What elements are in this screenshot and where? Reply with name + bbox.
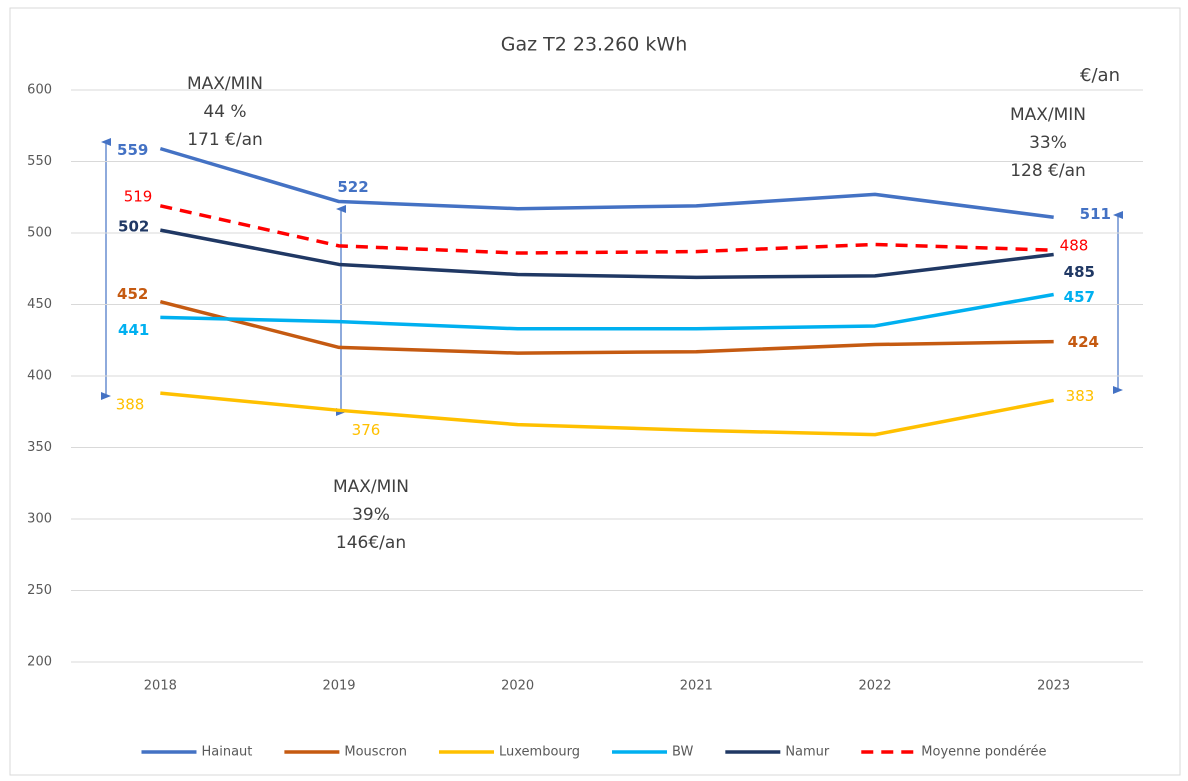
annotation: MAX/MIN	[1010, 105, 1086, 125]
data-label: 502	[118, 218, 149, 236]
data-label: 424	[1068, 333, 1099, 351]
y-tick-label: 200	[27, 655, 52, 670]
x-tick-label: 2020	[501, 679, 534, 694]
legend-label: Moyenne pondérée	[921, 745, 1046, 760]
annotation: 33%	[1029, 133, 1067, 153]
data-label: 522	[337, 178, 368, 196]
annotation: 146€/an	[336, 533, 406, 553]
data-label: 388	[116, 396, 145, 414]
chart-title: Gaz T2 23.260 kWh	[501, 34, 687, 56]
chart-frame	[9, 7, 1181, 776]
annotation: 39%	[352, 505, 390, 525]
legend: Hainaut Mouscron Luxembourg BW Namur Moyenne …	[141, 745, 1047, 760]
data-label: 519	[124, 187, 153, 205]
annotation: MAX/MIN	[333, 477, 409, 497]
legend-label: Namur	[785, 745, 830, 760]
series-line	[159, 146, 1054, 220]
legend-label: BW	[672, 745, 693, 760]
annotation: 171 €/an	[187, 130, 263, 150]
y-tick-label: 400	[27, 369, 52, 384]
data-label: 441	[118, 321, 149, 339]
y-tick-label: 250	[27, 583, 52, 598]
y-tick-label: 500	[27, 226, 52, 241]
data-label: 383	[1066, 387, 1095, 405]
x-tick-label: 2021	[680, 679, 713, 694]
unit-label: €/an	[1080, 65, 1120, 86]
x-tick-label: 2018	[144, 679, 177, 694]
data-label: 511	[1080, 205, 1111, 223]
y-tick-label: 350	[27, 440, 52, 455]
series-line	[159, 299, 1054, 355]
series-line	[160, 292, 1054, 331]
annotation: MAX/MIN	[187, 74, 263, 94]
y-tick-label: 550	[27, 154, 52, 169]
series-line	[159, 204, 1054, 255]
annotation: 44 %	[203, 102, 246, 122]
data-label: 376	[352, 421, 381, 439]
x-tick-label: 2022	[858, 679, 891, 694]
y-tick-label: 300	[27, 512, 52, 527]
data-label: 559	[117, 141, 148, 159]
data-label: 488	[1060, 237, 1089, 255]
legend-label: Hainaut	[201, 745, 252, 760]
y-tick-label: 600	[27, 83, 52, 98]
series-line	[160, 391, 1054, 437]
series-line	[160, 228, 1054, 280]
data-label: 452	[117, 285, 148, 303]
legend-label: Mouscron	[344, 745, 407, 760]
legend-label: Luxembourg	[499, 745, 580, 760]
data-label: 485	[1064, 263, 1095, 281]
x-tick-label: 2019	[322, 679, 355, 694]
y-tick-label: 450	[27, 297, 52, 312]
annotation: 128 €/an	[1010, 161, 1086, 181]
x-tick-label: 2023	[1037, 679, 1070, 694]
data-label: 457	[1064, 288, 1095, 306]
